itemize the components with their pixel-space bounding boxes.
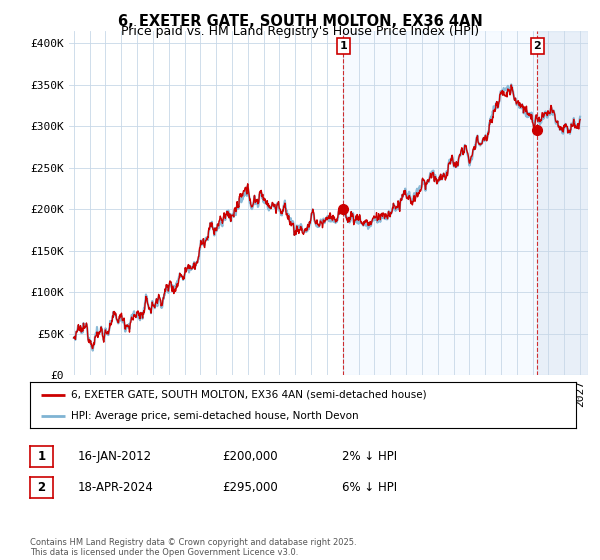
Text: Contains HM Land Registry data © Crown copyright and database right 2025.
This d: Contains HM Land Registry data © Crown c… — [30, 538, 356, 557]
Bar — [343, 31, 588, 375]
Text: Price paid vs. HM Land Registry's House Price Index (HPI): Price paid vs. HM Land Registry's House … — [121, 25, 479, 38]
Text: £200,000: £200,000 — [222, 450, 278, 463]
Text: 18-APR-2024: 18-APR-2024 — [78, 480, 154, 494]
Bar — [538, 31, 588, 375]
Text: 6% ↓ HPI: 6% ↓ HPI — [342, 480, 397, 494]
Text: 2% ↓ HPI: 2% ↓ HPI — [342, 450, 397, 463]
Text: 6, EXETER GATE, SOUTH MOLTON, EX36 4AN (semi-detached house): 6, EXETER GATE, SOUTH MOLTON, EX36 4AN (… — [71, 390, 427, 400]
Text: 1: 1 — [340, 41, 347, 51]
Text: £295,000: £295,000 — [222, 480, 278, 494]
Text: HPI: Average price, semi-detached house, North Devon: HPI: Average price, semi-detached house,… — [71, 411, 359, 421]
Text: 2: 2 — [533, 41, 541, 51]
Text: 16-JAN-2012: 16-JAN-2012 — [78, 450, 152, 463]
Text: 6, EXETER GATE, SOUTH MOLTON, EX36 4AN: 6, EXETER GATE, SOUTH MOLTON, EX36 4AN — [118, 14, 482, 29]
Text: 2: 2 — [37, 480, 46, 494]
Text: 1: 1 — [37, 450, 46, 463]
